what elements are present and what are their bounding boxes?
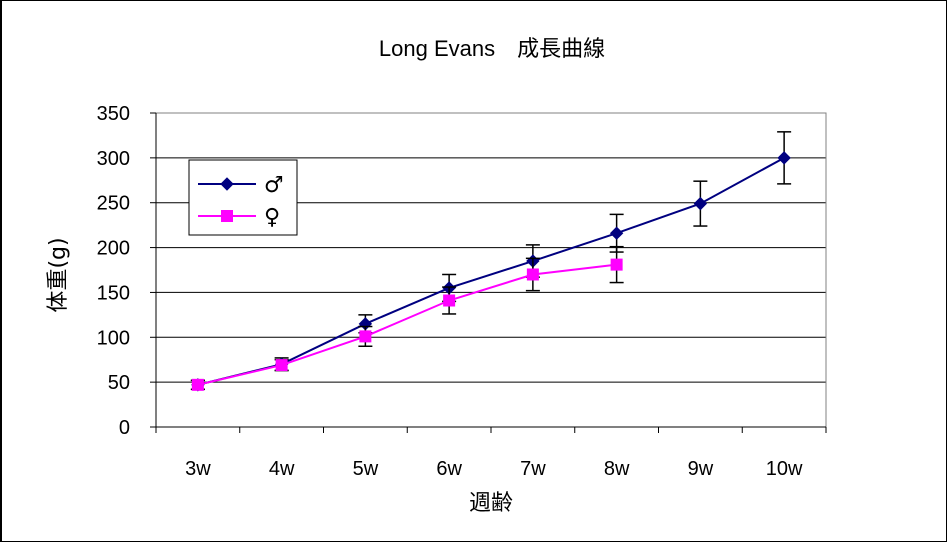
chart-title: Long Evans 成長曲線 [379,36,605,61]
data-point [359,330,372,343]
data-point [526,268,539,281]
data-point [610,258,623,271]
y-tick-labels: 0 50 100 150 200 250 300 350 [97,103,130,439]
y-tick-label: 350 [97,103,130,125]
legend-item: ♀ [198,205,280,230]
data-point [443,294,456,307]
y-tick-label: 100 [97,327,130,349]
data-point [777,151,791,165]
y-tick-label: 300 [97,148,130,170]
x-tick-label: 5w [353,458,379,480]
series-layer [190,131,792,392]
series-female [190,245,624,391]
axes [150,112,827,433]
y-tick-label: 200 [97,238,130,260]
x-tick-label: 4w [269,458,295,480]
y-axis-label: 体重(g) [46,237,71,312]
x-axis-label: 週齢 [469,491,513,516]
data-point [609,226,624,240]
x-tick-label: 7w [520,458,546,480]
x-tick-labels: 3w 4w 5w 6w 7w 8w 9w 10w [185,458,803,480]
y-tick-label: 150 [97,282,130,304]
legend: ♂♀ [188,159,298,236]
data-point [275,359,288,372]
x-tick-label: 6w [436,458,462,480]
legend-label: ♂ [264,173,284,198]
legend-marker [221,210,233,222]
legend-item: ♂ [198,173,284,198]
y-tick-label: 0 [119,417,130,439]
data-point [191,378,204,391]
x-tick-label: 9w [688,458,714,480]
legend-marker [220,177,234,191]
legend-box [188,159,298,236]
legend-label: ♀ [264,205,280,230]
x-tick-label: 3w [185,458,211,480]
legend-items: ♂♀ [198,173,284,230]
data-point [693,196,708,211]
y-tick-label: 250 [97,193,130,215]
x-tick-label: 8w [604,458,630,480]
x-tick-label: 10w [766,458,803,480]
series-line [197,156,785,386]
gridlines [156,112,826,383]
y-tick-label: 50 [108,372,130,394]
series-line [197,263,617,386]
